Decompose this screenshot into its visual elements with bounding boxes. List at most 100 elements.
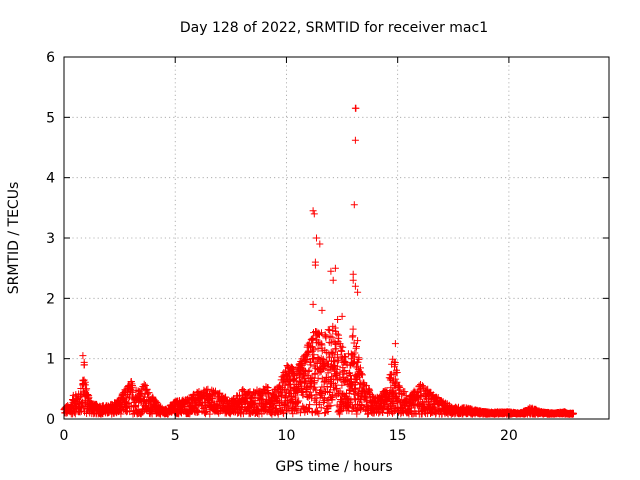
data-point: [319, 394, 327, 402]
y-axis-ticks: 0 1 2 3 4 5 6: [46, 50, 609, 428]
data-point: [316, 240, 324, 248]
data-point: [339, 343, 347, 351]
data-point: [295, 397, 303, 405]
y-tick-label: 1: [46, 352, 55, 368]
data-point: [354, 337, 362, 345]
data-point: [358, 370, 365, 378]
data-point: [318, 306, 326, 314]
data-point: [329, 276, 337, 284]
data-point: [314, 374, 322, 382]
data-point: [331, 339, 339, 347]
data-point: [334, 351, 341, 359]
data-point: [392, 375, 400, 383]
data-point: [305, 366, 313, 374]
x-tick-label: 0: [60, 428, 69, 444]
data-point: [307, 361, 315, 369]
data-point: [132, 402, 140, 410]
data-point: [322, 334, 330, 342]
data-point: [332, 345, 340, 353]
data-point: [327, 402, 335, 410]
data-point: [355, 355, 363, 363]
data-point: [195, 408, 203, 416]
data-point: [338, 399, 346, 407]
data-point: [327, 267, 335, 275]
data-point: [358, 371, 366, 379]
data-point: [129, 382, 136, 390]
data-point: [329, 349, 337, 357]
data-point: [290, 376, 297, 383]
data-points: [60, 104, 577, 418]
data-point: [357, 364, 364, 372]
data-point: [310, 210, 318, 218]
data-point: [306, 388, 314, 396]
data-point: [145, 389, 153, 397]
data-point: [353, 407, 361, 414]
data-point: [338, 347, 346, 355]
data-point: [289, 370, 297, 378]
data-point: [329, 393, 337, 401]
data-point: [204, 385, 212, 393]
data-point: [391, 359, 399, 366]
data-point: [570, 409, 577, 417]
data-point: [349, 276, 357, 284]
data-point: [321, 409, 329, 417]
y-axis-label: SRMTID / TECUs: [6, 182, 22, 295]
data-point: [352, 379, 360, 386]
data-point: [311, 261, 319, 269]
data-point: [75, 394, 83, 402]
data-point: [317, 404, 325, 412]
data-point: [418, 382, 426, 390]
data-point: [420, 383, 428, 391]
data-point: [294, 398, 302, 406]
y-tick-label: 6: [46, 50, 55, 66]
data-point: [379, 409, 387, 417]
data-point: [314, 345, 322, 353]
data-point: [396, 386, 404, 394]
data-point: [314, 338, 322, 346]
data-point: [216, 389, 224, 397]
data-point: [328, 350, 336, 358]
data-point: [401, 388, 409, 396]
data-point: [334, 362, 342, 370]
data-point: [320, 399, 328, 406]
data-point: [347, 350, 355, 358]
data-point: [123, 398, 130, 406]
data-point: [315, 410, 323, 418]
data-point: [334, 316, 342, 323]
data-point: [310, 377, 318, 385]
data-point: [351, 282, 359, 290]
data-point: [354, 288, 362, 296]
data-point: [351, 136, 359, 144]
data-point: [121, 399, 129, 407]
data-point: [309, 207, 317, 215]
data-point: [141, 382, 149, 389]
data-point: [393, 369, 401, 376]
plot-frame: [63, 56, 610, 420]
data-point: [335, 334, 343, 342]
data-point: [117, 410, 125, 418]
x-tick-label: 15: [389, 428, 407, 444]
y-tick-label: 0: [46, 412, 55, 428]
data-point: [302, 357, 310, 365]
data-point: [333, 330, 341, 338]
x-tick-label: 20: [500, 428, 518, 444]
data-point: [81, 378, 89, 386]
data-point: [332, 381, 340, 389]
data-point: [311, 394, 319, 402]
data-point: [349, 332, 357, 340]
data-point: [296, 409, 304, 417]
data-point: [209, 395, 217, 403]
y-tick-label: 2: [46, 291, 55, 307]
data-point: [338, 381, 346, 389]
data-point: [79, 352, 87, 360]
data-point: [289, 410, 297, 418]
data-point: [328, 333, 336, 341]
data-point: [324, 408, 332, 415]
x-axis-label: GPS time / hours: [275, 459, 392, 475]
data-point: [324, 369, 332, 377]
data-point: [249, 401, 257, 408]
data-point: [124, 399, 132, 407]
data-point: [352, 104, 360, 112]
data-point: [318, 329, 325, 337]
